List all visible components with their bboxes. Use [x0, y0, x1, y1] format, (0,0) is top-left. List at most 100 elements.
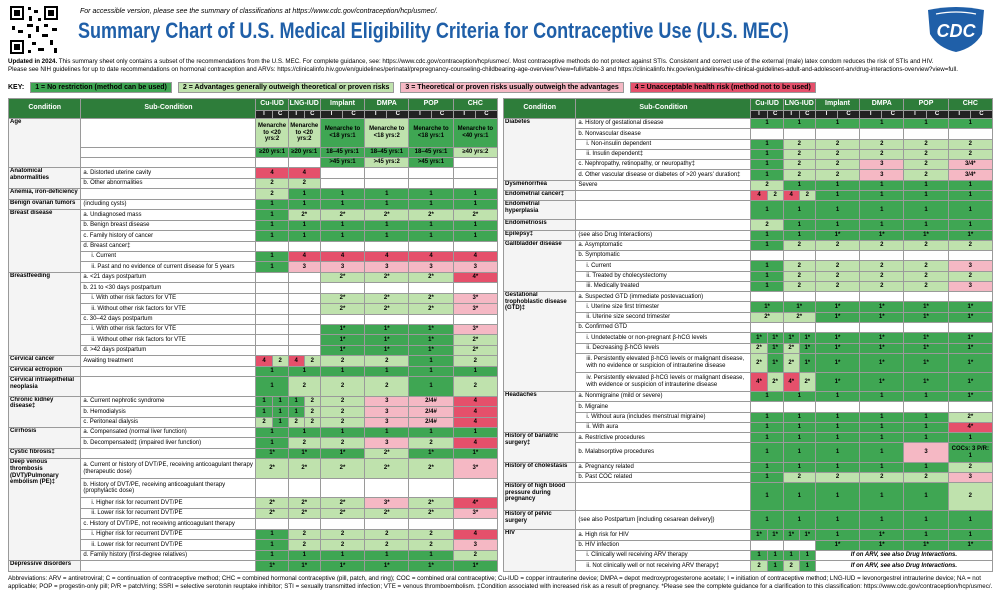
cell [408, 167, 454, 179]
row: d. Family history (first-degree relative… [9, 549, 498, 562]
cell: 1 [903, 391, 949, 403]
cell: 4 [287, 250, 321, 263]
cell: 2 [319, 376, 366, 397]
row: i. Non-insulin dependent 1 2 2 2 2 2 [504, 138, 993, 150]
row: i. Current 1 2 2 2 2 3 [504, 260, 993, 272]
cell: 1 [814, 189, 861, 202]
row: b. Migraine [504, 401, 993, 413]
cell: 1* [859, 229, 905, 241]
cell: 1* [319, 344, 366, 357]
cell: 1 [255, 219, 289, 232]
cell: 1* [766, 352, 784, 373]
cell: 4 [319, 250, 366, 263]
cell: 1 [319, 365, 366, 378]
cell [947, 250, 993, 262]
cell: 1 [859, 179, 905, 191]
cell: 2 [287, 528, 321, 541]
cell [408, 518, 454, 530]
cell: 2* [782, 342, 800, 354]
cell: 3* [452, 303, 498, 315]
sub-condition: a. Distorted uterine cavity [80, 167, 257, 179]
cell: 1 [782, 411, 816, 423]
cell: 3* [452, 292, 498, 305]
cell: 2* [408, 292, 454, 305]
row: Diabetes a. History of gestational diseas… [503, 117, 993, 181]
sub-condition: Severe [575, 179, 752, 191]
cell: 2* [408, 458, 454, 479]
cell: 1 [319, 549, 366, 562]
row: i. Current 1 4 4 4 4 4 [9, 250, 498, 263]
sub-condition: ii. Without other risk factors for VTE [80, 334, 257, 346]
row: Cervical ectropion 1 1 1 1 1 1 [8, 365, 498, 378]
condition: Epilepsy‡ [503, 229, 577, 241]
cell [782, 250, 816, 262]
cell: 1 [750, 510, 784, 531]
row: Cervical cancer Awaiting treatment 4 2 4 2 2 2 1… [8, 355, 498, 367]
cell: 1 [408, 230, 454, 242]
cell: 1* [947, 352, 993, 373]
cell: 1 [255, 261, 289, 273]
cell: 2 [287, 539, 321, 551]
cell: 1 [947, 200, 993, 221]
cell: 1* [798, 342, 816, 354]
cell: 4* [452, 271, 498, 284]
row: i. Uterine size first trimester 1* 1* 1* 1* 1… [504, 301, 993, 313]
cell: 2 [319, 528, 366, 541]
row: iii. Medically treated 1 2 2 2 2 3 [504, 280, 993, 293]
cell [408, 177, 454, 190]
cell: 4 [452, 406, 498, 418]
cell: 1 [452, 427, 498, 439]
sub-condition: ii. With aura [575, 421, 752, 434]
cell [903, 291, 949, 303]
cell: 1* [798, 352, 816, 373]
sub-condition [80, 365, 257, 378]
cell: 18–45 yrs:1 [319, 146, 366, 159]
cell: 2* [364, 447, 410, 460]
cell: 1* [903, 371, 949, 393]
cell: 2 [408, 528, 454, 541]
cell [364, 240, 410, 252]
cell: >45 yrs:2 [364, 157, 410, 169]
cell: 1* [814, 539, 861, 552]
row: b. Benign breast disease 1 1 1 1 1 1 [9, 219, 498, 232]
cell [364, 282, 410, 294]
cell: 1 [814, 411, 861, 423]
cell [452, 518, 498, 530]
cell: 2 [947, 461, 993, 473]
cell: 1 [255, 427, 289, 439]
row: ii. Without other risk factors for VTE 1*… [9, 334, 498, 346]
sub-condition: b. Symptomatic [575, 250, 752, 262]
cell: 2 [782, 270, 816, 282]
cell: 2* [364, 209, 410, 221]
cell: 1 [814, 442, 861, 463]
cell: 2 [903, 270, 949, 282]
row: Dysmenorrhea Severe 2 1 1 1 1 1 [503, 179, 993, 191]
cell: 2 [303, 406, 321, 418]
row: History of cholestasis a. Pregnancy relat… [503, 461, 993, 484]
ic-header: C [271, 110, 289, 119]
cell: 2 [364, 528, 410, 541]
cell: 2 [903, 159, 949, 171]
cell [255, 303, 289, 315]
cell: 1 [364, 365, 410, 378]
row: d. Other vascular disease or diabetes of… [504, 169, 993, 181]
cell: 1* [750, 301, 784, 313]
cell [452, 282, 498, 294]
cell: 1 [814, 482, 861, 512]
row: ii. Insulin dependent‡ 1 2 2 2 2 2 [504, 148, 993, 161]
cell [287, 477, 321, 499]
ic-header: C [341, 110, 366, 119]
condition: Cervical cancer [8, 355, 82, 367]
condition: Endometrial cancer‡ [503, 189, 577, 202]
cell: 1* [782, 301, 816, 313]
cell: 1* [859, 529, 905, 541]
cell [319, 518, 366, 530]
cell: 2 [814, 138, 861, 150]
cell: 2 [271, 355, 289, 367]
sub-condition: b. Malabsorptive procedures [575, 442, 752, 463]
cell: 4 [750, 189, 768, 202]
cell: 1* [364, 324, 410, 336]
footer: Abbreviations: ARV = antiretroviral; C =… [8, 575, 993, 590]
cell: 1* [364, 560, 410, 572]
